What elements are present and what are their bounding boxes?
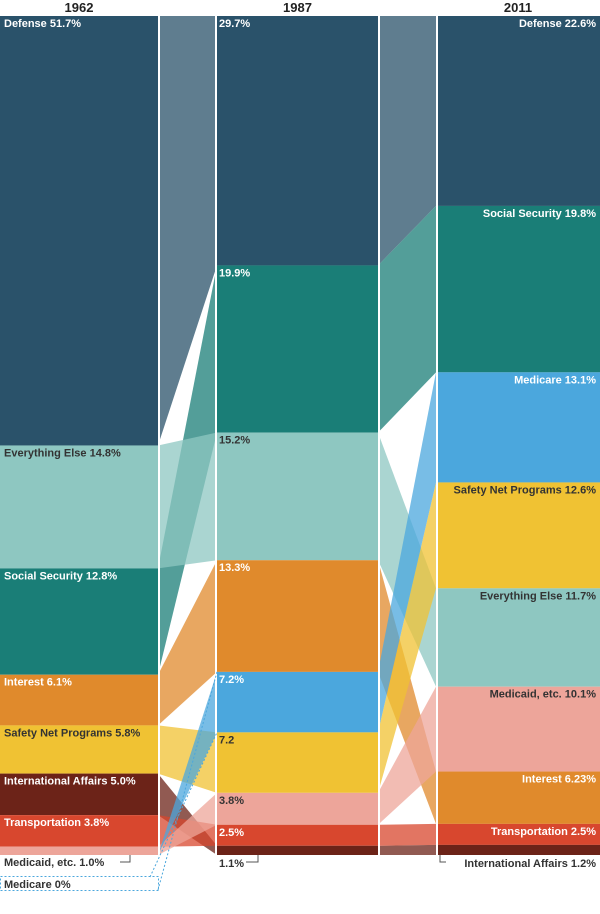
label-1987-safety-net: 7.2 [219,734,234,746]
bar-1962-defense [0,16,158,446]
leader-line [246,855,259,863]
label-1962-medicare: Medicare 0% [4,879,71,891]
label-2011-transportation: Transportation 2.5% [491,826,596,838]
flow-safety-net [378,482,436,793]
label-2011-international-affairs: International Affairs 1.2% [464,858,596,870]
flow-interest [158,560,217,726]
flow-international-affairs [378,844,436,855]
year-header-2011: 2011 [504,0,532,15]
bar-1962-transportation [0,815,158,847]
bar-2011-safety-net [436,482,600,589]
bars [0,16,600,855]
bar-1987-defense [217,16,378,266]
label-2011-social-security: Social Security 19.8% [483,208,596,220]
column-divider [215,14,217,856]
bar-1987-transportation [217,824,378,846]
label-1987-everything-else: 15.2% [219,435,250,447]
column-divider [158,14,160,856]
bar-1987-interest [217,560,378,672]
label-1987-social-security: 19.9% [219,267,250,279]
label-2011-medicaid: Medicaid, etc. 10.1% [490,689,597,701]
label-1987-medicaid: 3.8% [219,795,244,807]
flow-medicaid [158,792,217,855]
label-2011-everything-else: Everything Else 11.7% [480,590,596,602]
label-1962-international-affairs: International Affairs 5.0% [4,776,136,788]
label-1962-transportation: Transportation 3.8% [4,817,109,829]
flow-everything-else [158,432,217,569]
year-header-1962: 1962 [65,0,94,15]
label-1962-defense: Defense 51.7% [4,18,81,30]
bar-1962-interest [0,674,158,726]
label-2011-safety-net: Safety Net Programs 12.6% [454,484,597,496]
flow-social-security [378,205,436,433]
bar-2011-social-security [436,205,600,373]
leader-line [439,855,446,863]
dividers [158,14,438,856]
label-1987-interest: 13.3% [219,562,250,574]
bar-2011-medicare [436,372,600,483]
label-1987-defense: 29.7% [219,18,250,30]
label-1962-medicaid: Medicaid, etc. 1.0% [4,857,104,869]
bar-1962-social-security [0,568,158,675]
flow-medicaid [378,686,436,825]
bar-1962-medicaid [0,846,158,855]
bar-2011-international-affairs [436,844,600,855]
column-divider [436,14,438,856]
leader-line [120,855,131,863]
bar-2011-defense [436,16,600,206]
year-headers: 1962 1987 2011 [65,0,533,15]
bar-1987-medicare [217,671,378,733]
flow-medicare [378,372,436,733]
bar-1962-everything-else [0,445,158,569]
bar-1987-social-security [217,265,378,433]
column-divider [378,14,380,856]
bar-1962-international-affairs [0,773,158,816]
label-1962-interest: Interest 6.1% [4,677,72,689]
labels: Defense 51.7% Everything Else 14.8% Social… [0,18,597,891]
label-1987-international-affairs: 1.1% [219,858,244,870]
bar-1987-international-affairs [217,845,378,855]
flow-defense [158,16,217,446]
flows [158,16,436,855]
bar-1987-medicaid [217,792,378,825]
label-2011-medicare: Medicare 13.1% [514,374,596,386]
year-header-1987: 1987 [283,0,312,15]
label-1987-medicare: 7.2% [219,674,244,686]
bar-2011-interest [436,771,600,824]
label-1962-social-security: Social Security 12.8% [4,570,117,582]
bar-2011-medicaid [436,686,600,772]
medicare-callout-line [157,671,218,891]
label-2011-interest: Interest 6.23% [522,774,596,786]
bar-2011-transportation [436,823,600,845]
label-1962-everything-else: Everything Else 14.8% [4,447,121,459]
label-1987-transportation: 2.5% [219,827,244,839]
label-2011-defense: Defense 22.6% [519,18,596,30]
bar-2011-everything-else [436,588,600,687]
flow-transportation [378,823,436,846]
label-1962-safety-net: Safety Net Programs 5.8% [4,727,141,739]
bar-1962-safety-net [0,725,158,774]
flow-medicare [158,671,217,855]
flow-defense [378,16,436,266]
medicare-callout-line [149,732,218,878]
medicare-callout-box [0,876,159,891]
bar-1987-safety-net [217,732,378,793]
bar-1987-everything-else [217,432,378,561]
